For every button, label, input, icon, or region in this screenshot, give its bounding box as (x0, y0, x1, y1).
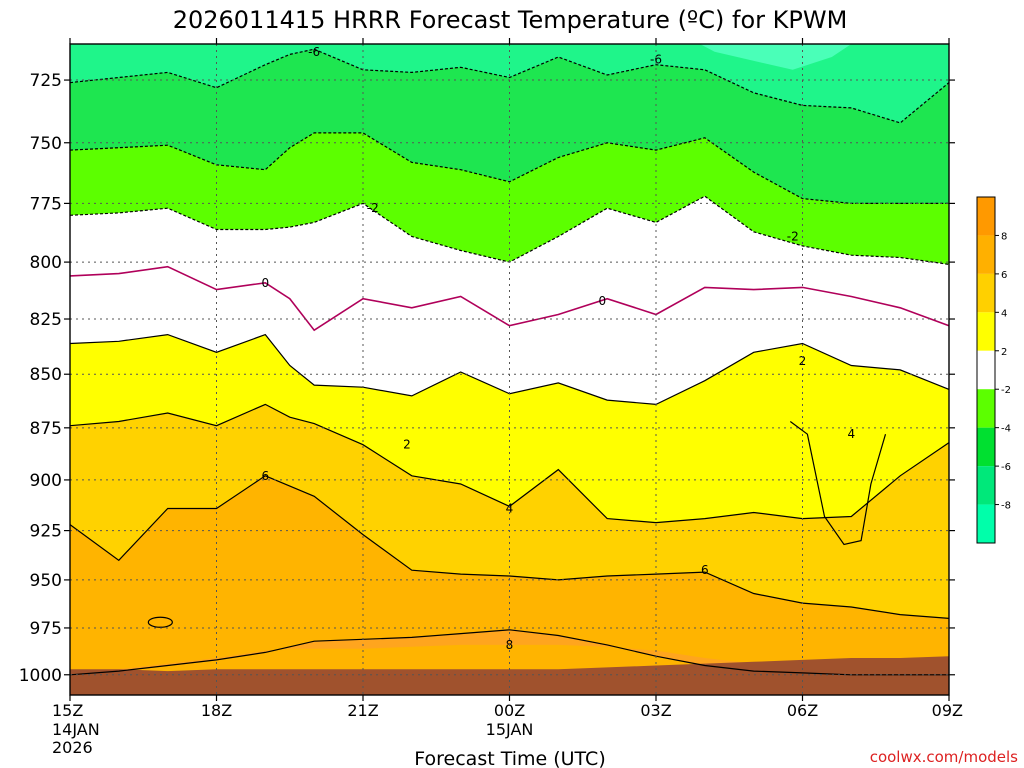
contour-label: 6 (701, 563, 709, 577)
x-tick-label: 03Z (640, 701, 671, 720)
colorbar-swatch (977, 350, 995, 390)
x-tick-label: 00Z (494, 701, 525, 720)
y-tick-label: 1000 (19, 666, 62, 686)
colorbar-label: 8 (1001, 231, 1007, 242)
isotherm-6-cell (147, 616, 173, 628)
x-tick-label: 21Z (347, 701, 378, 720)
y-tick-label: 925 (30, 522, 62, 542)
credit-text: coolwx.com/models (870, 748, 1018, 766)
colorbar-label: -4 (1001, 424, 1011, 435)
isotherm-minus-2 (70, 195, 949, 265)
isotherm-4-pocket (789, 421, 887, 546)
y-tick-label: 950 (30, 571, 62, 591)
isotherm-minus-4 (70, 132, 949, 204)
isotherm-minus-6 (70, 48, 949, 124)
y-tick-label: 975 (30, 619, 62, 639)
x-tick-label: 18Z (201, 701, 232, 720)
contour-label: 4 (506, 501, 514, 515)
contour-label: -6 (308, 45, 320, 59)
colorbar-label: 2 (1001, 347, 1007, 358)
y-tick-label: 850 (30, 365, 62, 385)
y-tick-label: 750 (30, 134, 62, 154)
colorbar-label: -6 (1001, 462, 1011, 473)
colorbar-swatch (977, 273, 995, 313)
isotherm-6 (70, 475, 949, 619)
colorbar-label: 6 (1001, 270, 1007, 281)
y-tick-label: 725 (30, 71, 62, 91)
colorbar-swatch (977, 466, 995, 505)
contour-label: -6 (650, 53, 662, 67)
colorbar-label: -2 (1001, 385, 1011, 396)
isotherm-2 (70, 333, 949, 406)
x-tick-year: 2026 (52, 738, 93, 757)
colorbar: 8 6 4 2 -2 -4 -6 -8 (976, 196, 1011, 544)
chart-title: 2026011415 HRRR Forecast Temperature (ºC… (173, 6, 848, 34)
colorbar-swatch (977, 389, 995, 428)
contour-label: 0 (262, 276, 270, 290)
colorbar-label: 4 (1001, 308, 1007, 319)
isotherm-4 (70, 403, 949, 524)
colorbar-frame (976, 196, 996, 544)
contour-label: 2 (799, 354, 807, 368)
colorbar-swatch (977, 427, 995, 467)
colorbar-label: -8 (1001, 501, 1011, 512)
contour-label: 6 (262, 469, 270, 483)
y-tick-label: 775 (30, 194, 62, 214)
colorbar-swatch (977, 312, 995, 351)
x-tick-label: 15Z (52, 701, 83, 720)
contour-label: 2 (403, 438, 411, 452)
y-tick-label: 875 (30, 419, 62, 439)
contour-label: 4 (848, 427, 856, 441)
colorbar-swatch (977, 504, 995, 543)
isotherm-0 (70, 265, 949, 332)
contour-label: -2 (787, 230, 799, 244)
isotherm-8-upper (70, 629, 949, 676)
x-tick-label: 09Z (932, 701, 963, 720)
contour-label: 0 (598, 294, 606, 308)
band-below-minus-8 (700, 44, 852, 70)
y-tick-label: 900 (30, 471, 62, 491)
plot-area: -6 -6 -2 -2 0 0 2 2 4 4 6 6 8 725 750 775 800 825 850 875 90… (19, 38, 1011, 757)
y-tick-label: 825 (30, 310, 62, 330)
contour-label: -2 (367, 201, 379, 215)
y-tick-label: 800 (30, 253, 62, 273)
colorbar-swatch (977, 235, 995, 274)
x-axis-label: Forecast Time (UTC) (414, 748, 605, 768)
x-tick-date: 15JAN (486, 720, 534, 739)
x-tick-date: 14JAN (52, 720, 100, 739)
x-tick-label: 06Z (787, 701, 818, 720)
colorbar-swatch (977, 197, 995, 236)
